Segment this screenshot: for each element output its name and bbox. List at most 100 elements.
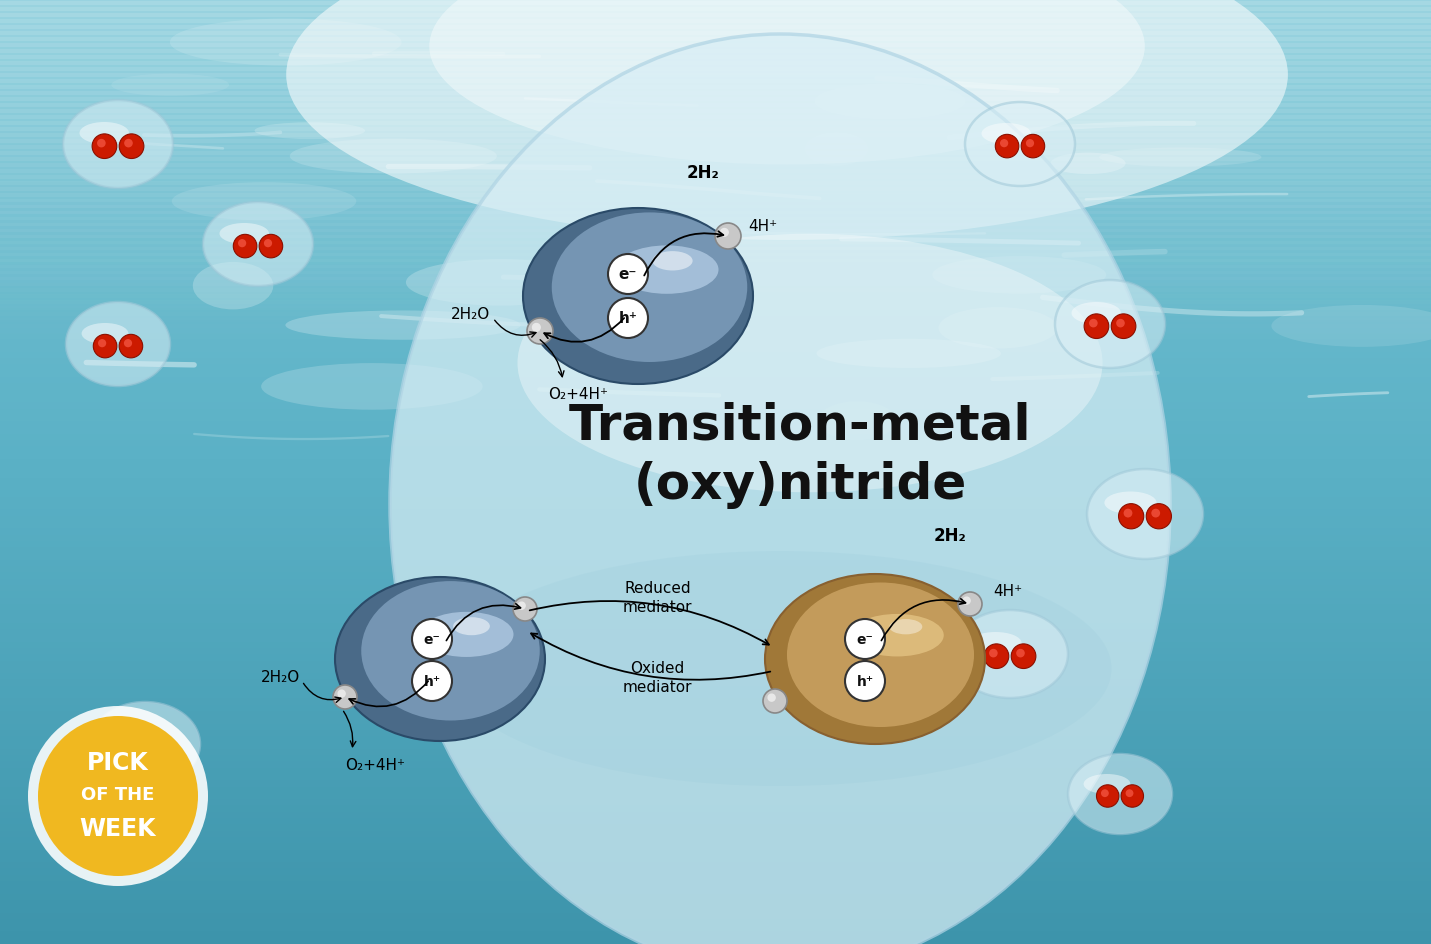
Bar (0, 289, 1431, 305)
Bar (0, 295, 1431, 302)
Bar (0, 94, 1431, 101)
Text: h⁺: h⁺ (856, 674, 873, 688)
Ellipse shape (522, 209, 753, 384)
Bar (0, 0, 1431, 12)
Ellipse shape (80, 123, 129, 144)
Bar (0, 177, 1431, 182)
Bar (0, 850, 1431, 856)
Bar (0, 140, 1431, 156)
Text: h⁺: h⁺ (618, 312, 637, 327)
Bar (0, 875, 1431, 881)
Bar (0, 44, 1431, 50)
Bar (0, 264, 1431, 271)
Circle shape (1089, 319, 1098, 329)
Bar (0, 139, 1431, 144)
Ellipse shape (203, 203, 313, 287)
Bar (0, 92, 1431, 108)
Bar (0, 217, 1431, 233)
Circle shape (1016, 649, 1025, 658)
Bar (0, 611, 1431, 616)
Bar (0, 428, 1431, 434)
Circle shape (963, 597, 970, 605)
Bar (0, 170, 1431, 185)
Bar (0, 116, 1431, 131)
Bar (0, 472, 1431, 479)
Bar (0, 195, 1431, 201)
Bar (0, 68, 1431, 84)
Bar (0, 781, 1431, 786)
Circle shape (844, 662, 884, 701)
Circle shape (92, 135, 117, 160)
Bar (0, 937, 1431, 944)
Ellipse shape (63, 101, 173, 189)
Bar (0, 176, 1431, 192)
Bar (0, 201, 1431, 208)
Bar (0, 635, 1431, 642)
Bar (0, 623, 1431, 630)
Bar (0, 104, 1431, 120)
Circle shape (1152, 509, 1161, 518)
Bar (0, 331, 1431, 346)
Circle shape (957, 593, 982, 616)
Bar (0, 0, 1431, 7)
Bar (0, 242, 1431, 257)
Bar (0, 390, 1431, 396)
Text: 4H⁺: 4H⁺ (993, 584, 1022, 598)
Ellipse shape (419, 613, 514, 657)
Circle shape (532, 324, 541, 332)
Bar (0, 14, 1431, 30)
Bar (0, 340, 1431, 346)
Bar (0, 535, 1431, 541)
Text: e⁻: e⁻ (618, 267, 637, 282)
Bar (0, 516, 1431, 522)
Bar (0, 441, 1431, 447)
Bar (0, 887, 1431, 894)
Ellipse shape (814, 84, 966, 120)
Circle shape (1146, 504, 1172, 530)
Bar (0, 724, 1431, 730)
Bar (0, 598, 1431, 604)
Ellipse shape (66, 303, 170, 387)
Circle shape (608, 255, 648, 295)
Bar (0, 573, 1431, 579)
Circle shape (1112, 314, 1136, 339)
Circle shape (1123, 509, 1132, 518)
Bar (0, 774, 1431, 781)
Bar (0, 384, 1431, 390)
Bar (0, 227, 1431, 233)
Bar (0, 862, 1431, 868)
Bar (0, 522, 1431, 529)
Ellipse shape (335, 578, 545, 741)
Bar (0, 793, 1431, 800)
Circle shape (146, 734, 170, 758)
Bar (0, 277, 1431, 283)
Bar (0, 307, 1431, 323)
Text: PICK: PICK (87, 750, 149, 774)
Ellipse shape (1050, 154, 1126, 175)
Bar (0, 110, 1431, 126)
Bar (0, 616, 1431, 623)
Bar (0, 229, 1431, 245)
Bar (0, 465, 1431, 472)
Bar (0, 365, 1431, 371)
Bar (0, 0, 1431, 6)
Bar (0, 328, 1431, 333)
Circle shape (1126, 789, 1133, 798)
Bar (0, 50, 1431, 66)
Circle shape (1100, 789, 1109, 798)
Circle shape (720, 228, 728, 238)
Circle shape (124, 140, 133, 148)
Bar (0, 818, 1431, 824)
Ellipse shape (286, 0, 1288, 241)
Bar (0, 62, 1431, 77)
Ellipse shape (391, 35, 1171, 944)
Circle shape (97, 140, 106, 148)
Bar (0, 415, 1431, 422)
Text: OF THE: OF THE (82, 784, 155, 802)
Bar (0, 252, 1431, 258)
Bar (0, 396, 1431, 403)
Circle shape (124, 340, 132, 348)
Circle shape (233, 235, 256, 259)
Bar (0, 705, 1431, 711)
Bar (0, 503, 1431, 510)
